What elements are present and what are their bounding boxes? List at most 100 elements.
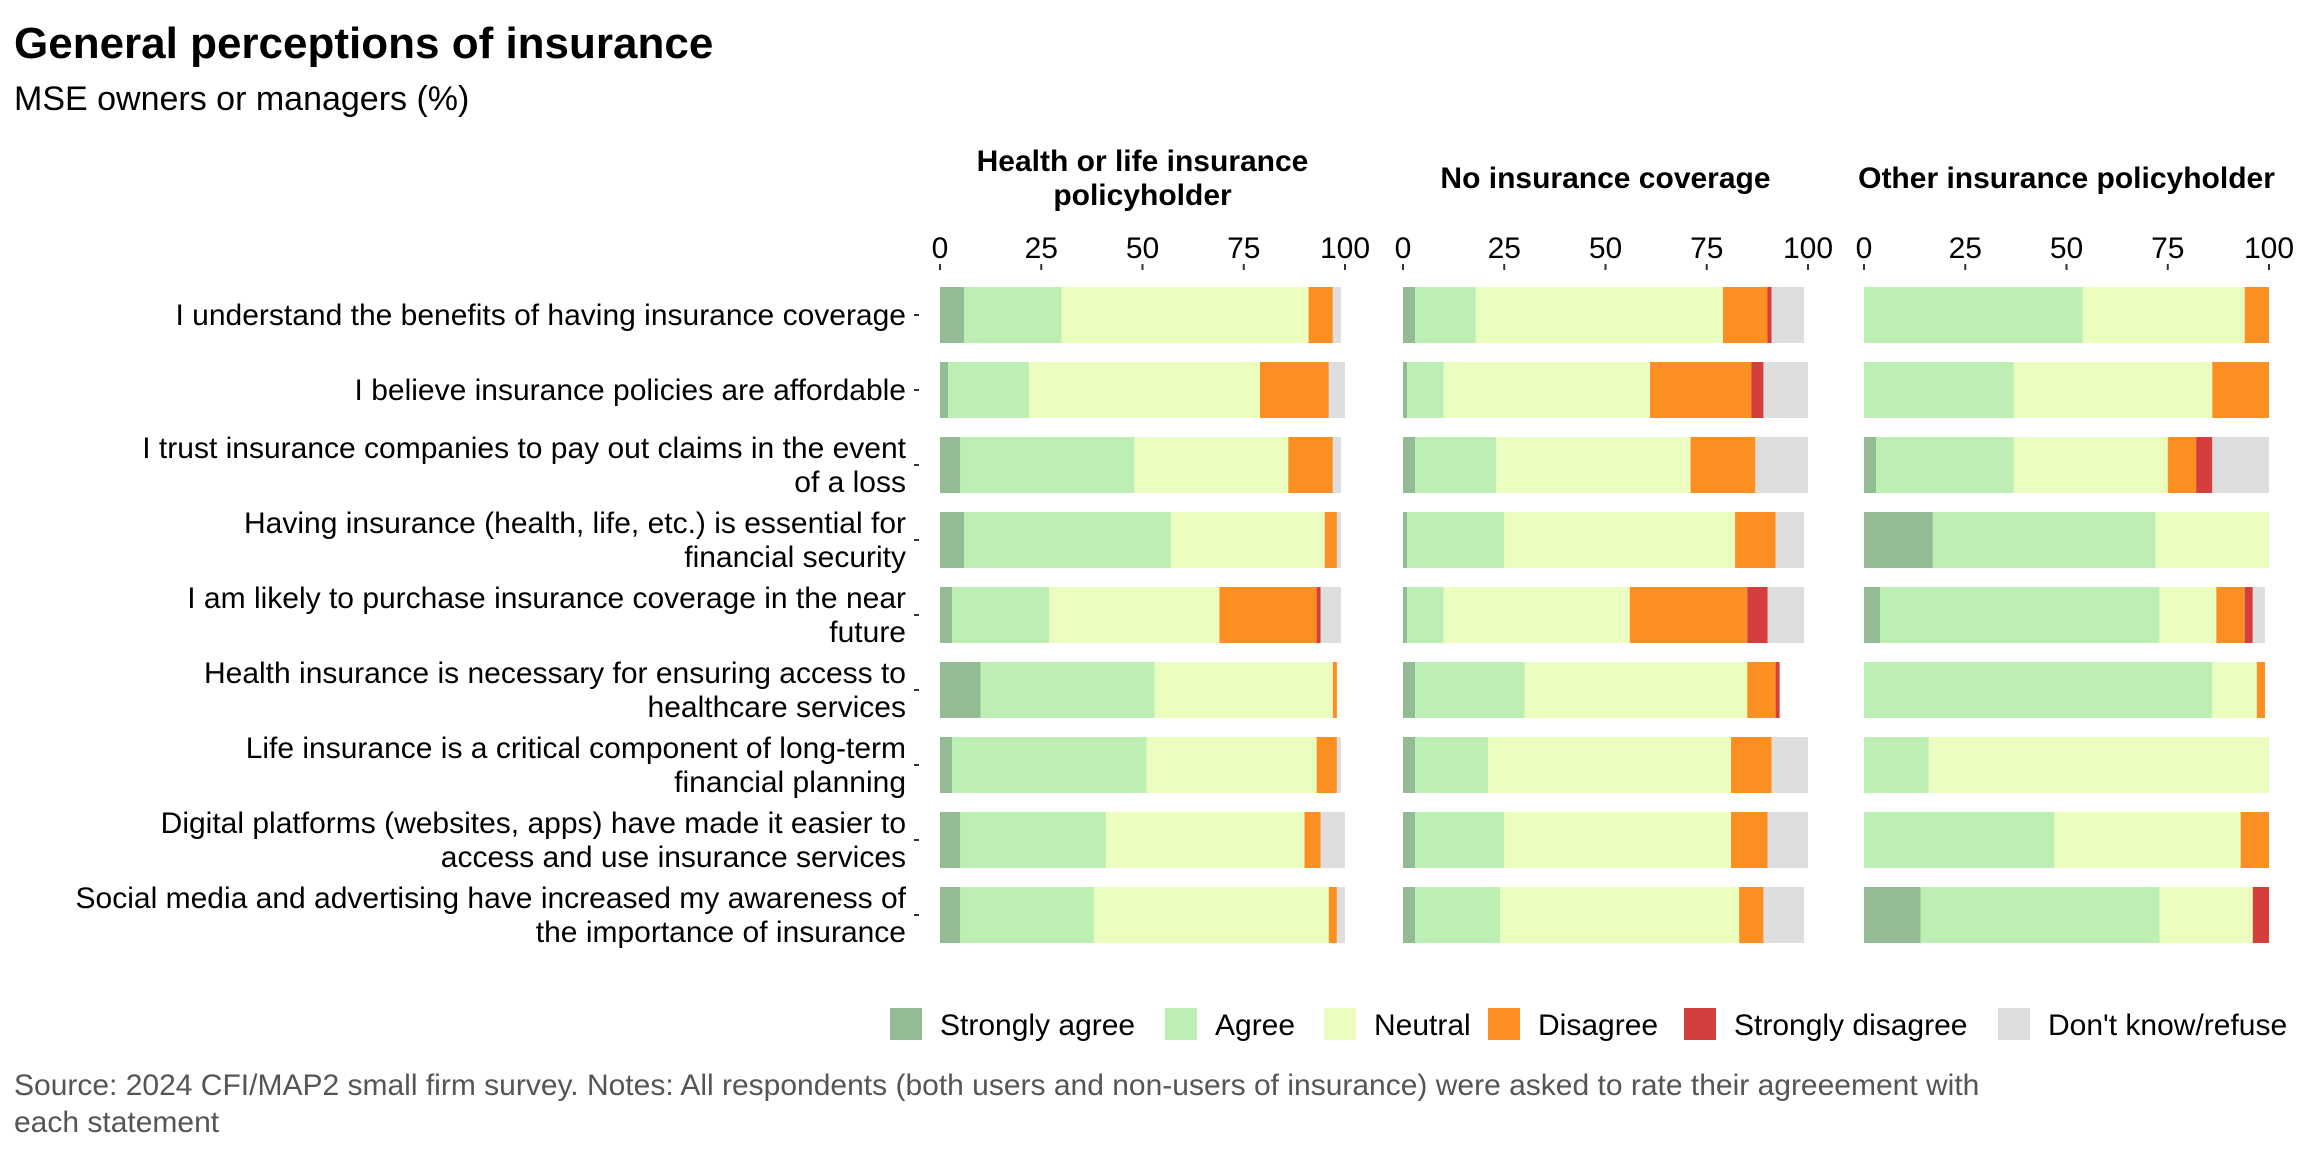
bar-segment (1415, 737, 1489, 793)
bar-segment (940, 587, 953, 643)
bar-segment (940, 437, 961, 493)
legend-item: Strongly agree (890, 1008, 1135, 1042)
bar-segment (1415, 887, 1501, 943)
bar-segment (1403, 362, 1408, 418)
bar-segment (1864, 512, 1933, 568)
bar-segment (1739, 887, 1764, 943)
bar-segment (964, 287, 1062, 343)
facet-title: policyholder (1053, 179, 1232, 212)
bar-segment (1308, 287, 1333, 343)
bar-segment (1403, 662, 1416, 718)
bar-segment (1504, 512, 1736, 568)
x-tick-label: 25 (1025, 232, 1058, 265)
legend-label: Strongly agree (940, 1009, 1135, 1042)
legend-swatch (1488, 1008, 1520, 1040)
bar-segment (1775, 512, 1804, 568)
bar-segment (1629, 587, 1748, 643)
bar-segment (1864, 737, 1929, 793)
bar-segment (1403, 512, 1408, 568)
row-label: Having insurance (health, life, etc.) is… (244, 507, 906, 540)
bar-segment (1767, 812, 1808, 868)
bar-segment (1415, 437, 1497, 493)
bar-segment (952, 737, 1147, 793)
x-tick-label: 50 (2050, 232, 2083, 265)
bar-segment (940, 287, 965, 343)
bar-segment (1920, 887, 2160, 943)
bar-segment (1864, 587, 1881, 643)
bar-segment (2013, 362, 2213, 418)
bar-segment (2252, 887, 2269, 943)
bar-segment (2212, 437, 2269, 493)
bar-segment (1106, 812, 1305, 868)
row-label: access and use insurance services (441, 841, 906, 874)
bar-segment (1154, 662, 1333, 718)
bar-segment (1219, 587, 1317, 643)
bar-segment (2240, 812, 2269, 868)
bar-segment (1320, 587, 1341, 643)
bar-segment (1332, 437, 1341, 493)
bar-segment (1146, 737, 1317, 793)
bar-segment (1767, 287, 1772, 343)
bar-segment (1415, 287, 1476, 343)
row-label: healthcare services (648, 691, 906, 724)
bar-segment (1403, 887, 1416, 943)
row-label: I am likely to purchase insurance covera… (187, 582, 906, 615)
bar-segment (1690, 437, 1756, 493)
bar-segment (1328, 887, 1337, 943)
bar-segment (1316, 587, 1321, 643)
bar-segment (940, 662, 981, 718)
row-label: Life insurance is a critical component o… (246, 732, 906, 765)
legend-swatch (1165, 1008, 1197, 1040)
bar-segment (1336, 512, 1341, 568)
chart-title: General perceptions of insurance (14, 19, 713, 68)
bar-segment (1320, 812, 1345, 868)
bar-segment (1328, 362, 1345, 418)
bar-segment (1407, 362, 1444, 418)
bar-segment (1880, 587, 2160, 643)
legend-swatch (1998, 1008, 2030, 1040)
bar-segment (1747, 662, 1776, 718)
bar-segment (1061, 287, 1309, 343)
x-tick-label: 25 (1488, 232, 1521, 265)
x-tick-label: 100 (2244, 232, 2294, 265)
bar-segment (1751, 362, 1764, 418)
bar-segment (1864, 287, 2083, 343)
x-tick-label: 25 (1949, 232, 1982, 265)
bar-segment (960, 887, 1094, 943)
legend-item: Agree (1165, 1008, 1295, 1042)
bar-segment (2252, 587, 2265, 643)
bar-segment (980, 662, 1155, 718)
bar-segment (960, 812, 1107, 868)
bar-segment (1722, 287, 1768, 343)
x-tick-label: 0 (1395, 232, 1412, 265)
legend-label: Neutral (1374, 1009, 1471, 1042)
bar-segment (1170, 512, 1325, 568)
bar-segment (952, 587, 1050, 643)
bar-segment (1488, 737, 1732, 793)
bar-segment (1415, 812, 1505, 868)
bar-segment (1403, 737, 1416, 793)
bar-segment (1755, 437, 1808, 493)
row-label: of a loss (794, 466, 906, 499)
bar-segment (1932, 512, 2156, 568)
bar-segment (1049, 587, 1220, 643)
source-note-line-1: Source: 2024 CFI/MAP2 small firm survey.… (14, 1069, 1979, 1102)
row-label: Social media and advertising have increa… (76, 882, 907, 915)
x-tick-label: 50 (1589, 232, 1622, 265)
bar-segment (1735, 512, 1776, 568)
bar-segment (1259, 362, 1329, 418)
x-tick-label: 0 (1856, 232, 1873, 265)
bar-segment (940, 362, 949, 418)
bar-segment (1407, 512, 1505, 568)
bar-segment (2159, 887, 2253, 943)
bar-segment (940, 887, 961, 943)
bar-segment (1767, 587, 1804, 643)
bar-segment (2155, 512, 2269, 568)
facet-title: Health or life insurance (977, 145, 1309, 178)
x-tick-label: 75 (1690, 232, 1723, 265)
x-tick-label: 0 (932, 232, 949, 265)
bar-segment (1336, 737, 1341, 793)
bar-segment (2256, 662, 2265, 718)
bar-segment (1876, 437, 2014, 493)
